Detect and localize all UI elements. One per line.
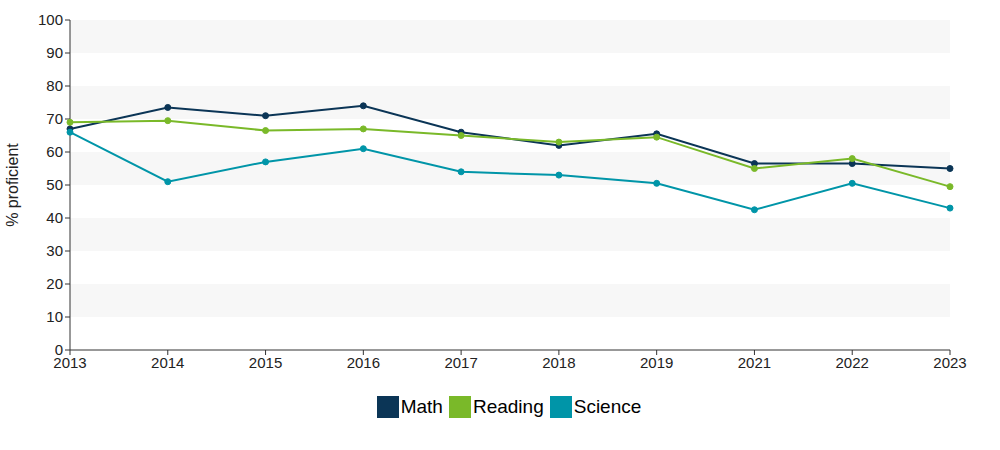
svg-text:2014: 2014 xyxy=(151,354,184,371)
svg-text:20: 20 xyxy=(46,275,63,292)
svg-text:2017: 2017 xyxy=(444,354,477,371)
svg-text:90: 90 xyxy=(46,44,63,61)
svg-text:10: 10 xyxy=(46,308,63,325)
svg-text:100: 100 xyxy=(38,11,63,28)
svg-text:2018: 2018 xyxy=(542,354,575,371)
svg-text:80: 80 xyxy=(46,77,63,94)
html-text:Math: Math xyxy=(400,396,443,417)
svg-text:70: 70 xyxy=(46,110,63,127)
svg-text:2016: 2016 xyxy=(347,354,380,371)
svg-text:2023: 2023 xyxy=(933,354,966,371)
svg-text:30: 30 xyxy=(46,242,63,259)
svg-text:2019: 2019 xyxy=(640,354,673,371)
svg-text:2013: 2013 xyxy=(53,353,87,371)
svg-text:40: 40 xyxy=(46,209,63,226)
svg-text:2021: 2021 xyxy=(738,354,771,371)
svg-text:2015: 2015 xyxy=(249,354,282,371)
svg-text:60: 60 xyxy=(46,143,63,160)
html-text:Science: Science xyxy=(573,396,642,417)
html-text:Reading: Reading xyxy=(472,396,544,417)
svg-text:0: 0 xyxy=(55,341,63,358)
svg-text:50: 50 xyxy=(46,176,63,193)
svg-text:2022: 2022 xyxy=(836,354,869,371)
svg-text:% proficient: % proficient xyxy=(8,143,21,227)
